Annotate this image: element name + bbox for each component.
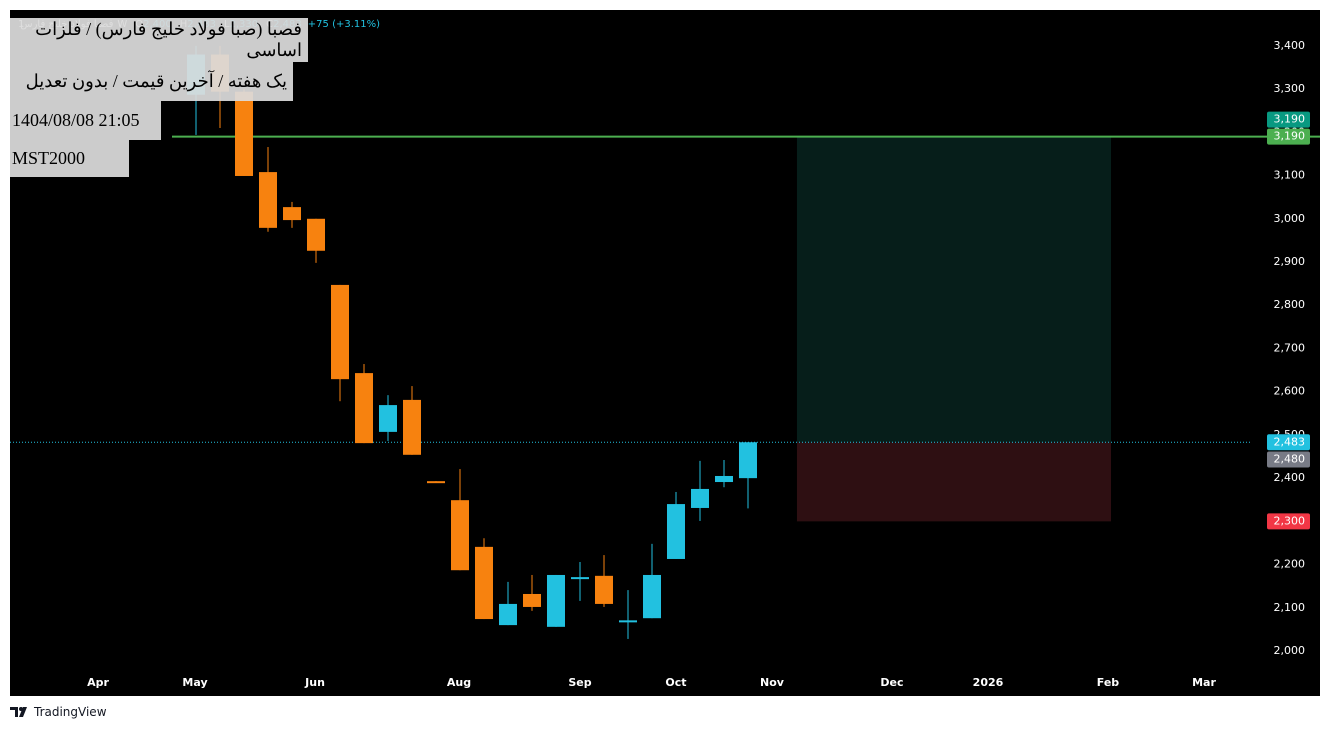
candle-body [306,218,325,251]
footer: TradingView [10,705,107,719]
y-tick-label: 2,900 [1274,255,1306,268]
x-tick-label: Apr [87,676,109,689]
candle-body [378,405,397,432]
candle-body [594,575,613,604]
price-label: 3,190 [1274,113,1306,126]
price-label: 2,483 [1274,435,1306,448]
candle-body [474,546,493,620]
candle-body [738,442,757,479]
candle-body [354,373,373,444]
candle-body [282,207,301,221]
candle-body [714,475,733,483]
price-label: 3,190 [1274,130,1306,143]
y-tick-label: 3,000 [1274,212,1306,225]
footer-text: TradingView [34,705,107,719]
price-label-box [1267,111,1310,128]
price-label-box [1267,513,1310,530]
candle-body [666,504,685,559]
candle-body [498,603,517,626]
stop-zone [796,442,1111,522]
chart-background [10,10,1320,696]
target-zone [796,136,1111,443]
logo [10,707,27,717]
y-tick-label: 3,400 [1274,39,1306,52]
candle-body [450,500,469,571]
price-label: 2,300 [1274,514,1306,527]
y-tick-label: 3,300 [1274,82,1306,95]
y-tick-label: 2,000 [1274,644,1306,657]
y-tick-label: 2,100 [1274,601,1306,614]
y-tick-label: 2,700 [1274,341,1306,354]
x-tick-label: Dec [880,676,903,689]
x-tick-label: May [182,676,207,689]
x-tick-label: Jun [304,676,325,689]
y-tick-label: 3,100 [1274,169,1306,182]
x-tick-label: Sep [568,676,591,689]
y-tick-label: 2,200 [1274,558,1306,571]
candle-body [426,481,445,484]
y-tick-label: 2,400 [1274,471,1306,484]
y-tick-label: 2,600 [1274,385,1306,398]
overlay-label: یک هفته / آخرین قیمت / بدون تعدیل [10,62,293,101]
candle-body [690,488,709,508]
chart: 2,0002,1002,2002,3002,4002,5002,6002,700… [10,10,1320,696]
x-tick-label: Feb [1097,676,1120,689]
candle-body [642,574,661,619]
overlay-label: MST2000 [10,140,129,177]
x-tick-label: Nov [760,676,785,689]
candle-body [234,91,253,176]
candle-body [570,577,589,580]
x-tick-label: Oct [665,676,686,689]
price-label: 2,480 [1274,453,1306,466]
candle-body [618,620,637,623]
candle-body [402,399,421,455]
overlay-label: فصبا (صبا فولاد خلیج فارس) / فلزات اساسی [10,18,308,62]
price-label-box [1267,434,1310,451]
candle-body [522,593,541,607]
candle-body [258,172,277,228]
y-tick-label: 2,800 [1274,298,1306,311]
overlay-label: 1404/08/08 21:05 [10,101,161,140]
price-label-box [1267,451,1310,468]
candle-body [330,284,349,380]
x-tick-label: 2026 [973,676,1004,689]
change: +75 (+3.11%) [308,19,380,30]
price-label-box [1267,128,1310,145]
x-tick-label: Mar [1192,676,1216,689]
x-tick-label: Aug [447,676,471,689]
candle-body [546,574,565,627]
